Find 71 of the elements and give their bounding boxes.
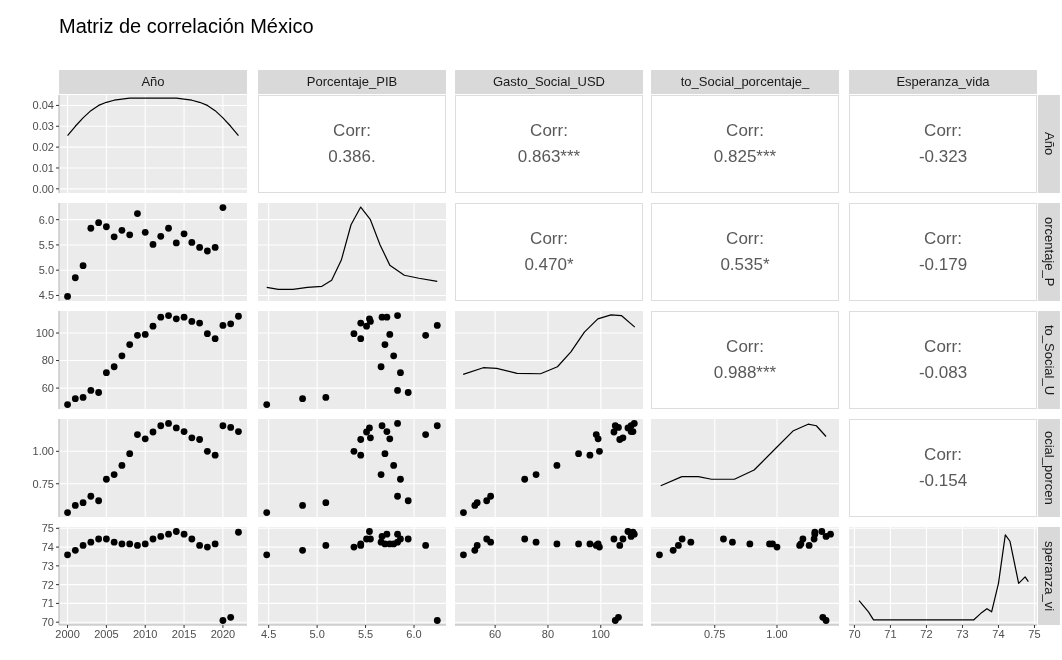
text: Corr: xyxy=(726,336,764,358)
y-tick-label: 73 xyxy=(41,559,54,572)
y-tick-label: 0.03 xyxy=(32,120,54,133)
x-tick-label: 60 xyxy=(489,627,502,640)
x-tick-label: 70 xyxy=(848,627,861,640)
x-tick-label: 1.00 xyxy=(766,627,788,640)
text: 0.535* xyxy=(720,254,770,276)
x-tick-label: 5.0 xyxy=(309,627,325,640)
x-tick-label: 6.0 xyxy=(406,627,422,640)
text: Corr: xyxy=(726,120,764,142)
x-tick-label: 2020 xyxy=(210,627,236,640)
y-tick-label: 0.00 xyxy=(32,182,54,195)
text: -0.179 xyxy=(918,254,968,276)
text: Corr: xyxy=(530,120,568,142)
text: ocial_porcen xyxy=(1041,431,1057,505)
text: Gasto_Social_USD xyxy=(455,70,643,94)
x-tick-label: 4.5 xyxy=(261,627,277,640)
y-tick-label: 1.00 xyxy=(32,445,54,458)
text: -0.323 xyxy=(918,146,968,168)
x-tick-label: 2010 xyxy=(132,627,158,640)
text: to_Social_porcentaje_ xyxy=(651,70,839,94)
chart-title: Matriz de correlación México xyxy=(59,15,314,38)
x-tick-label: 74 xyxy=(992,627,1005,640)
text: 0.825*** xyxy=(713,146,777,168)
y-tick-label: 80 xyxy=(41,354,54,367)
y-tick-label: 71 xyxy=(41,597,54,610)
text: Corr: xyxy=(924,444,962,466)
y-tick-label: 5.0 xyxy=(38,264,54,277)
x-tick-label: 75 xyxy=(1028,627,1041,640)
x-tick-label: 72 xyxy=(920,627,933,640)
x2-axis-title: Año xyxy=(59,70,247,94)
text: Corr: xyxy=(333,120,371,142)
text: 0.470* xyxy=(524,254,574,276)
x-tick-label: 73 xyxy=(956,627,969,640)
y2-axis-title: speranza_vi xyxy=(1041,540,1057,612)
text: Corr: xyxy=(726,228,764,250)
text: Esperanza_vida xyxy=(849,70,1037,94)
x-tick-label: 71 xyxy=(884,627,897,640)
y-tick-label: 0.04 xyxy=(32,99,54,112)
text: to_Social_U xyxy=(1041,324,1057,396)
x-tick-label: 2000 xyxy=(55,627,80,640)
text: Corr: xyxy=(924,336,962,358)
text: 0.863*** xyxy=(517,146,581,168)
text: -0.083 xyxy=(918,362,968,384)
y-tick-label: 0.01 xyxy=(32,161,54,174)
y-tick-label: 74 xyxy=(41,540,54,553)
y-tick-label: 6.0 xyxy=(38,213,54,226)
x-tick-label: 2015 xyxy=(171,627,197,640)
y-tick-label: 0.02 xyxy=(32,141,54,154)
y-tick-label: 75 xyxy=(41,522,54,535)
y-tick-label: 4.5 xyxy=(38,289,54,302)
x-tick-label: 5.5 xyxy=(357,627,374,640)
y-tick-label: 5.5 xyxy=(38,238,54,251)
y-tick-label: 100 xyxy=(35,326,54,339)
x-tick-label: 2005 xyxy=(94,627,119,640)
text: Corr: xyxy=(924,228,962,250)
text: Porcentaje_PIB xyxy=(258,70,446,94)
y-tick-label: 70 xyxy=(41,616,54,629)
x-tick-label: 100 xyxy=(591,627,610,640)
text: Corr: xyxy=(924,120,962,142)
text: Año xyxy=(1041,132,1057,156)
text: -0.154 xyxy=(918,470,968,492)
text: Corr: xyxy=(530,228,568,250)
x-tick-label: 80 xyxy=(541,627,555,640)
text: orcentaje_P xyxy=(1041,217,1057,287)
x-tick-label: 0.75 xyxy=(704,627,726,640)
y-tick-label: 60 xyxy=(41,381,54,394)
y-tick-label: 72 xyxy=(41,578,54,591)
y-tick-label: 0.75 xyxy=(32,477,54,490)
text: 0.988*** xyxy=(713,362,777,384)
text: 0.386. xyxy=(328,146,376,168)
